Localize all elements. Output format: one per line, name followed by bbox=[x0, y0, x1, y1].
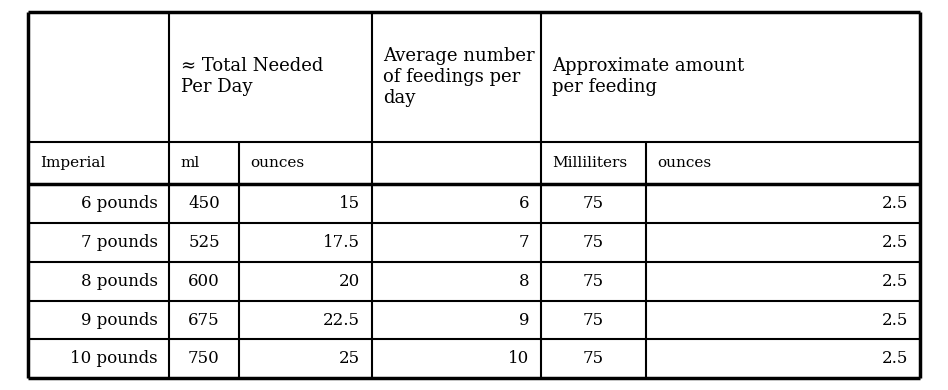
Text: Imperial: Imperial bbox=[40, 156, 105, 170]
Text: 2.5: 2.5 bbox=[882, 350, 908, 367]
Text: 15: 15 bbox=[339, 195, 360, 212]
Text: ounces: ounces bbox=[657, 156, 712, 170]
Text: 8: 8 bbox=[519, 273, 529, 290]
Text: 8 pounds: 8 pounds bbox=[81, 273, 158, 290]
Text: 10: 10 bbox=[508, 350, 529, 367]
Text: 75: 75 bbox=[583, 195, 604, 212]
Text: Average number
of feedings per
day: Average number of feedings per day bbox=[383, 47, 535, 106]
Text: 2.5: 2.5 bbox=[882, 312, 908, 328]
Text: ≈ Total Needed
Per Day: ≈ Total Needed Per Day bbox=[181, 57, 323, 96]
Text: 2.5: 2.5 bbox=[882, 273, 908, 290]
Text: 675: 675 bbox=[189, 312, 220, 328]
Text: ml: ml bbox=[181, 156, 200, 170]
Text: 22.5: 22.5 bbox=[323, 312, 360, 328]
Text: 75: 75 bbox=[583, 273, 604, 290]
Text: 525: 525 bbox=[189, 234, 220, 251]
Text: 750: 750 bbox=[188, 350, 220, 367]
Text: 17.5: 17.5 bbox=[323, 234, 360, 251]
Text: ounces: ounces bbox=[250, 156, 304, 170]
Text: 600: 600 bbox=[188, 273, 220, 290]
Text: 75: 75 bbox=[583, 234, 604, 251]
Text: 2.5: 2.5 bbox=[882, 195, 908, 212]
Text: 450: 450 bbox=[188, 195, 220, 212]
Text: 7: 7 bbox=[519, 234, 529, 251]
Text: 9 pounds: 9 pounds bbox=[81, 312, 158, 328]
Text: 75: 75 bbox=[583, 312, 604, 328]
Text: 2.5: 2.5 bbox=[882, 234, 908, 251]
Text: 10 pounds: 10 pounds bbox=[70, 350, 158, 367]
Text: 9: 9 bbox=[519, 312, 529, 328]
Text: 7 pounds: 7 pounds bbox=[81, 234, 158, 251]
Text: 20: 20 bbox=[338, 273, 360, 290]
Text: 25: 25 bbox=[339, 350, 360, 367]
Text: Approximate amount
per feeding: Approximate amount per feeding bbox=[552, 57, 744, 96]
Text: 6 pounds: 6 pounds bbox=[81, 195, 158, 212]
Text: 6: 6 bbox=[519, 195, 529, 212]
Text: Milliliters: Milliliters bbox=[552, 156, 628, 170]
Text: 75: 75 bbox=[583, 350, 604, 367]
